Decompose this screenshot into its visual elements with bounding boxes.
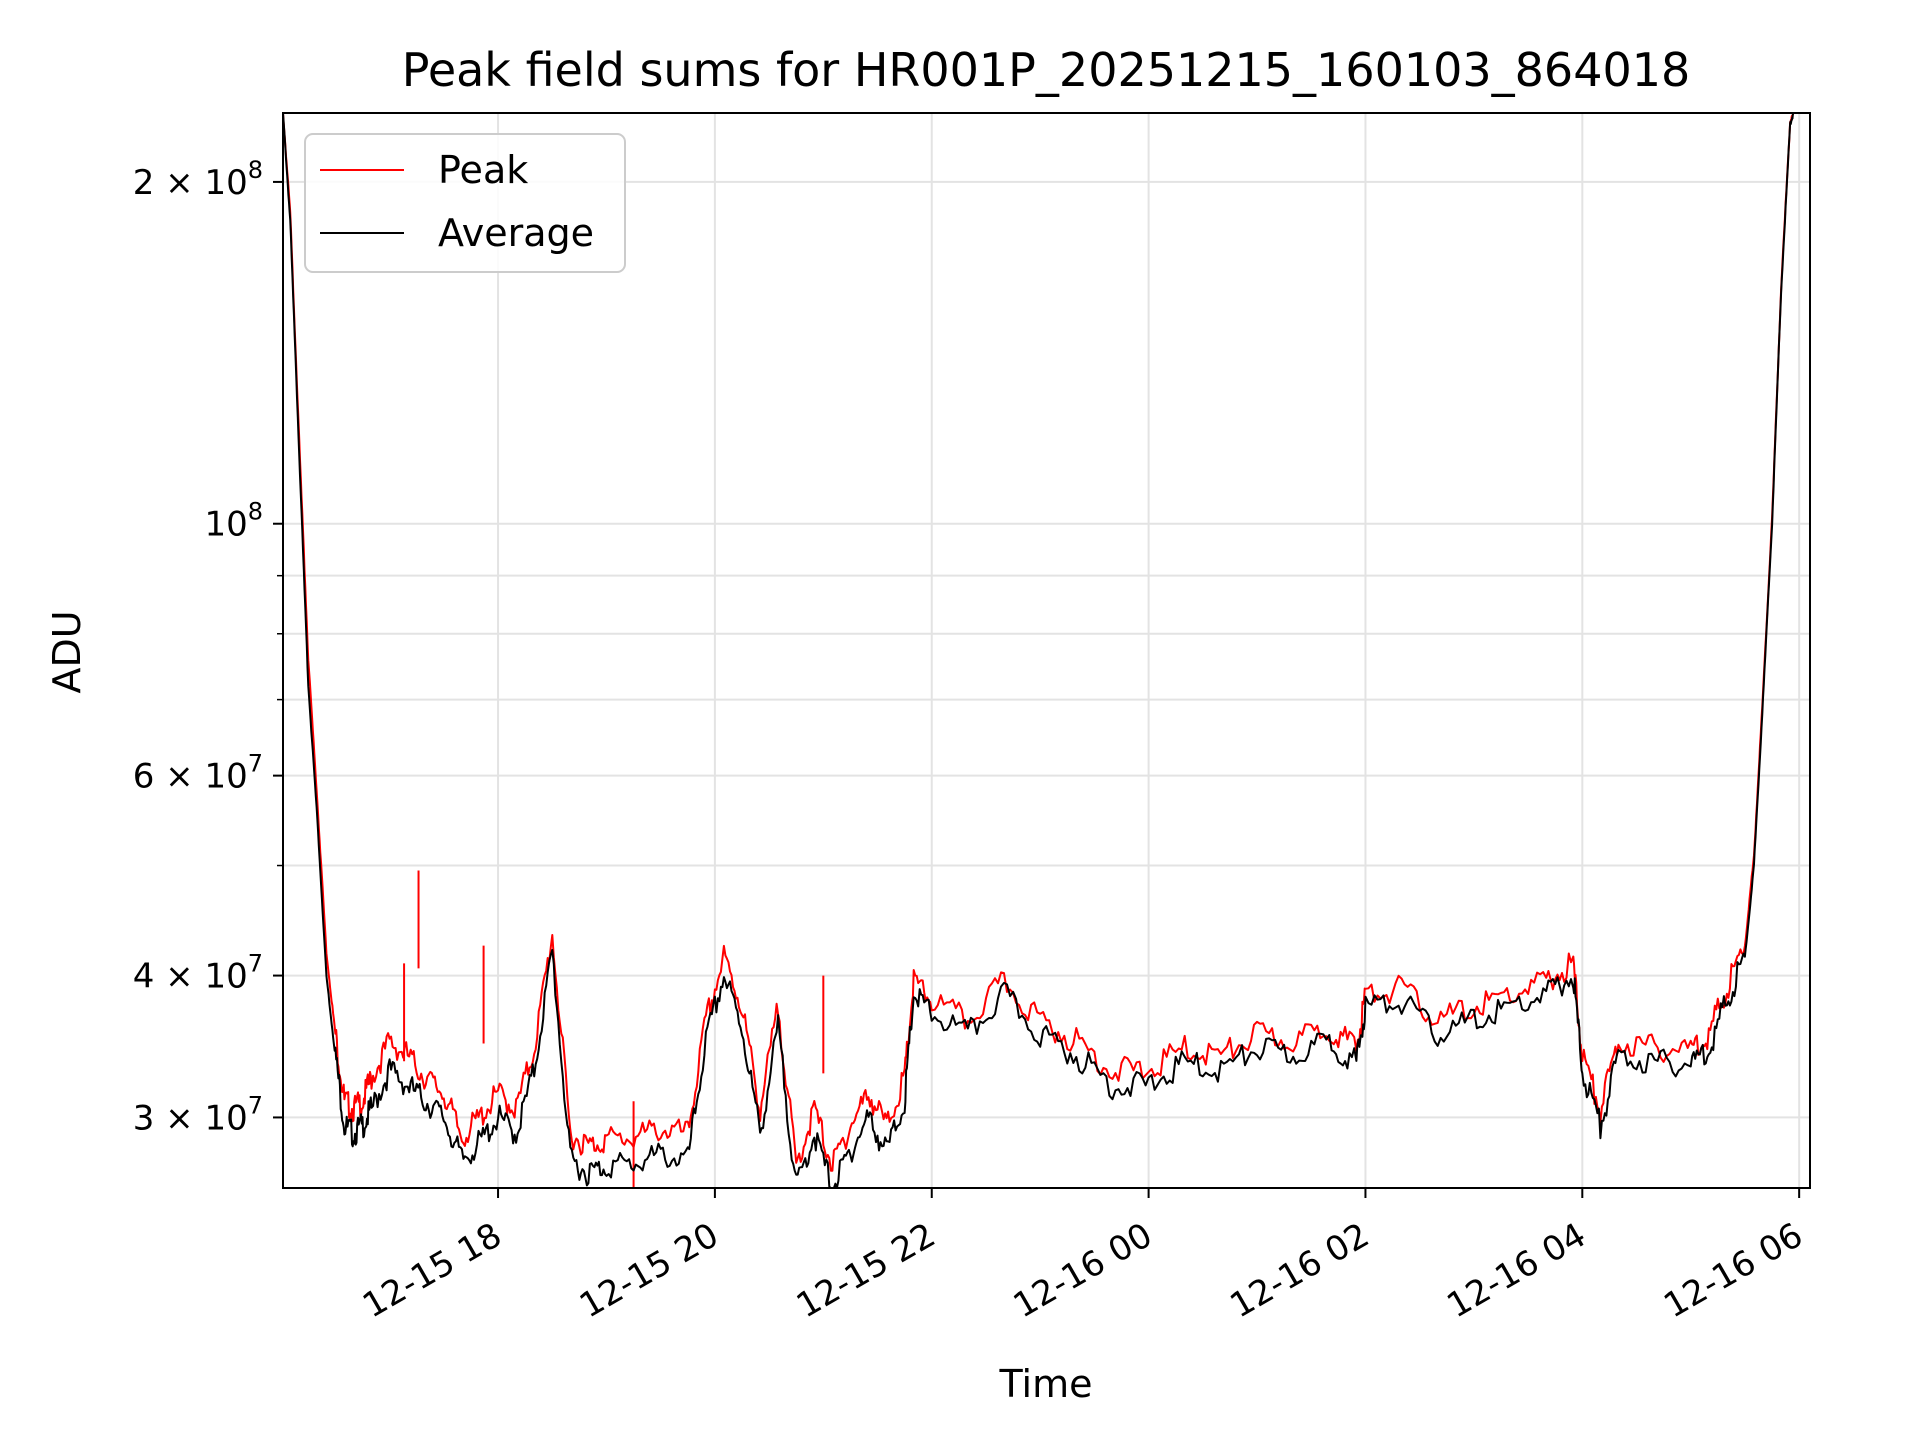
y-tick-label: 3 × 107 (133, 1091, 263, 1138)
y-axis-label: ADU (45, 610, 89, 693)
y-tick-label: 6 × 107 (133, 750, 263, 797)
series-line-average (282, 112, 1795, 1189)
legend-box (304, 133, 626, 273)
y-tick-label: 4 × 107 (133, 950, 263, 997)
y-tick-label: 2 × 108 (133, 156, 263, 203)
chart-title: Peak field sums for HR001P_20251215_1601… (402, 43, 1691, 97)
legend-label-average: Average (438, 211, 594, 255)
grid (283, 113, 1810, 1188)
series-lines (282, 112, 1795, 1189)
plot-frame (282, 112, 1811, 1189)
x-axis-label: Time (999, 1362, 1093, 1406)
legend-label-peak: Peak (438, 148, 528, 192)
series-line-peak (282, 112, 1795, 1172)
y-tick-label: 108 (204, 498, 263, 545)
legend: Peak Average (304, 133, 626, 273)
